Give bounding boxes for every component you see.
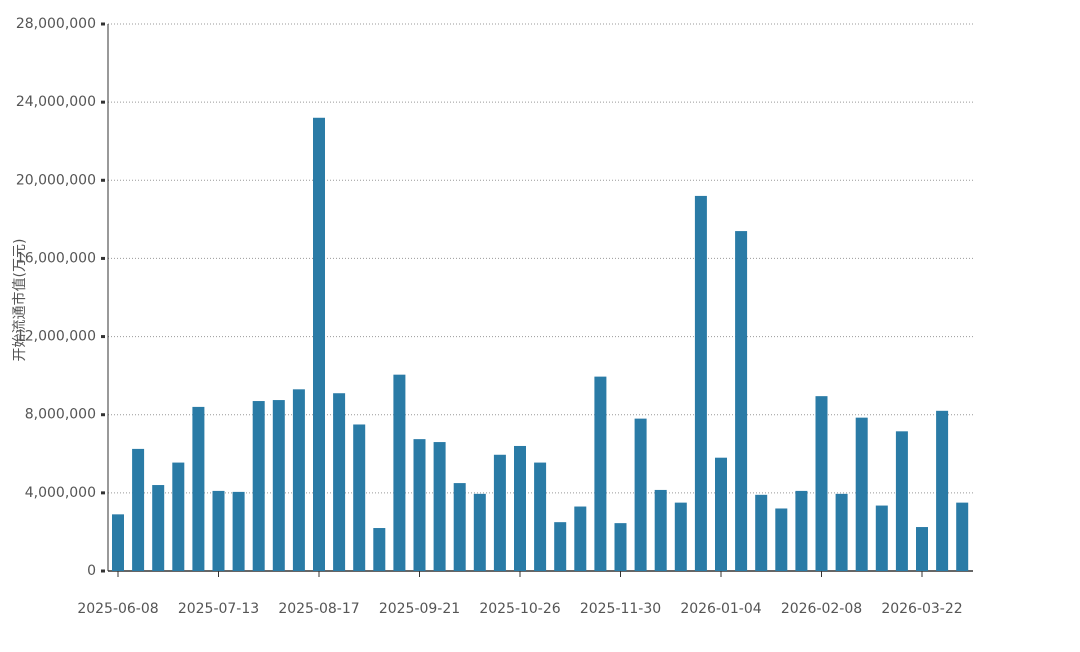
x-tick-label: 2025-06-08 [77, 601, 158, 617]
y-tick-label: 24,000,000 [16, 94, 96, 110]
bar [453, 483, 466, 571]
bar [112, 514, 124, 571]
bar [192, 406, 205, 571]
bar [634, 418, 647, 571]
bar [433, 442, 446, 571]
bar [574, 506, 587, 571]
bar [413, 439, 426, 571]
bar [393, 374, 406, 571]
bar [252, 401, 265, 571]
bar [232, 491, 245, 571]
bar [795, 490, 808, 571]
bar [554, 522, 567, 571]
bar [674, 502, 687, 571]
bar [694, 195, 707, 571]
y-tick-label: 20,000,000 [16, 172, 96, 188]
bar [755, 494, 768, 571]
bar [614, 523, 627, 571]
bar [132, 448, 145, 571]
y-tick-label: 12,000,000 [16, 329, 96, 345]
bar [835, 493, 848, 571]
y-tick-label: 16,000,000 [16, 250, 96, 266]
bar [936, 410, 949, 571]
bar [373, 528, 386, 571]
bar [956, 502, 969, 571]
x-tick-label: 2025-11-30 [580, 601, 661, 617]
bar [775, 508, 788, 571]
y-tick-label: 4,000,000 [25, 485, 96, 501]
x-tick-label: 2025-08-17 [278, 601, 359, 617]
bar [212, 490, 225, 571]
bar [594, 376, 607, 571]
bar [272, 400, 285, 571]
bar [152, 485, 165, 571]
y-tick-label: 28,000,000 [16, 16, 96, 32]
x-tick-label: 2026-03-22 [881, 601, 962, 617]
x-tick-label: 2025-10-26 [479, 601, 560, 617]
bar [735, 231, 748, 572]
bar [895, 431, 908, 571]
bar [292, 389, 305, 571]
bar [172, 462, 185, 571]
bar [715, 457, 727, 571]
bar [313, 117, 325, 572]
bar [353, 424, 366, 571]
y-tick-label: 8,000,000 [25, 407, 96, 423]
bar [855, 417, 868, 571]
bar [815, 396, 828, 571]
bar [654, 489, 667, 571]
bar [534, 462, 547, 571]
bar [473, 493, 486, 571]
x-tick-label: 2026-02-08 [781, 601, 862, 617]
x-tick-label: 2026-01-04 [680, 601, 761, 617]
y-axis-label: 开始流通市值(万元) [11, 239, 28, 362]
y-tick-label: 0 [87, 563, 96, 579]
bar [333, 393, 346, 571]
bar [875, 505, 888, 571]
bar [514, 445, 526, 571]
x-tick-label: 2025-09-21 [379, 601, 460, 617]
x-tick-label: 2025-07-13 [178, 601, 259, 617]
bar [493, 454, 506, 571]
bar [916, 527, 928, 571]
